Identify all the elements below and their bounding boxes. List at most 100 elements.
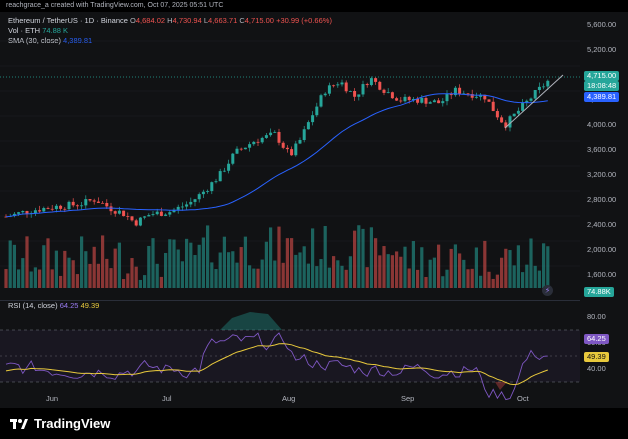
- volume-bar: [185, 238, 189, 288]
- chart-canvas[interactable]: [0, 12, 628, 408]
- candle-body: [453, 87, 457, 96]
- volume-bar: [67, 257, 71, 288]
- price-tick-label: 3,200.00: [587, 170, 617, 179]
- sma-value: 4,389.81: [63, 36, 93, 45]
- volume-tag-text: 74.88K: [587, 287, 611, 296]
- candle-body: [348, 90, 352, 92]
- volume-bar: [542, 243, 546, 288]
- rsi-overbought-fill: [220, 312, 282, 330]
- candle-body: [525, 100, 529, 103]
- candle-body: [117, 210, 121, 214]
- candle-body: [231, 153, 235, 164]
- volume-bar: [537, 270, 541, 288]
- volume-bar: [487, 271, 491, 288]
- volume-bar: [512, 265, 516, 288]
- volume-label: Vol · ETH: [8, 26, 41, 35]
- candle-body: [344, 82, 348, 92]
- candle-body: [206, 191, 210, 192]
- candle-body: [306, 122, 310, 130]
- volume-bar: [105, 258, 109, 288]
- volume-bar: [227, 252, 231, 288]
- footer-bar: TradingView: [0, 408, 628, 439]
- price-tick-label: 5,200.00: [587, 45, 617, 54]
- ohlc-row: Ethereum / TetherUS · 1D · Binance O4,68…: [8, 16, 332, 26]
- candle-body: [138, 217, 142, 226]
- volume-bar: [336, 260, 340, 288]
- volume-bar: [344, 269, 348, 288]
- volume-bar: [525, 264, 529, 288]
- candle-body: [96, 201, 100, 203]
- candle-body: [294, 143, 298, 156]
- last-price-text: 4,715.00: [587, 71, 617, 80]
- candle-body: [122, 210, 126, 217]
- volume-bar: [138, 279, 142, 288]
- price-tick-label: 2,400.00: [587, 220, 617, 229]
- candle-body: [319, 95, 323, 107]
- rsi-tag: 64.25: [584, 334, 609, 344]
- volume-bar: [239, 247, 243, 288]
- candle-body: [134, 220, 138, 226]
- candle-body: [88, 199, 92, 201]
- last-price-tag: 4,715.00: [584, 71, 620, 81]
- volume-bar: [8, 240, 12, 288]
- volume-bar: [395, 251, 399, 288]
- symbol-title[interactable]: Ethereum / TetherUS · 1D · Binance: [8, 16, 128, 25]
- volume-bar: [210, 262, 214, 288]
- price-tick-label: 4,000.00: [587, 120, 617, 129]
- candle-body: [168, 212, 172, 215]
- volume-bar: [504, 248, 508, 288]
- pane-separator: [0, 300, 580, 301]
- low-value: 4,663.71: [208, 16, 238, 25]
- volume-bar: [445, 269, 449, 288]
- volume-bar: [12, 244, 16, 288]
- rsi-tag-text: 64.25: [587, 334, 606, 343]
- price-tick-label: 1,600.00: [587, 270, 617, 279]
- volume-bar: [172, 239, 176, 288]
- candle-body: [75, 205, 79, 207]
- rsi-legend[interactable]: RSI (14, close) 64.25 49.39: [8, 301, 99, 310]
- volume-bar: [63, 250, 67, 288]
- volume-bar: [302, 246, 306, 288]
- candle-body: [474, 96, 478, 98]
- countdown-tag: 18:08:48: [584, 81, 620, 91]
- candle-body: [84, 199, 88, 206]
- sma-row[interactable]: SMA (30, close) 4,389.81: [8, 36, 332, 46]
- lightning-icon[interactable]: ⚡: [542, 285, 553, 296]
- candle-body: [252, 141, 256, 145]
- candle-body: [428, 102, 432, 104]
- chart-legend: Ethereum / TetherUS · 1D · Binance O4,68…: [8, 16, 332, 46]
- volume-bar: [285, 238, 289, 288]
- volume-bar: [117, 242, 121, 288]
- candle-body: [357, 94, 361, 97]
- volume-row[interactable]: Vol · ETH 74.88 K: [8, 26, 332, 36]
- candle-body: [46, 208, 50, 209]
- candle-body: [109, 206, 113, 212]
- candle-body: [101, 202, 105, 204]
- volume-bar: [483, 240, 487, 288]
- candle-body: [374, 78, 378, 82]
- volume-bar: [252, 268, 256, 288]
- candle-body: [407, 96, 411, 101]
- candle-body: [500, 117, 504, 123]
- volume-bar: [96, 263, 100, 288]
- candle-body: [323, 93, 327, 96]
- volume-bar: [248, 265, 252, 288]
- volume-bar: [306, 263, 310, 288]
- candle-body: [542, 86, 546, 88]
- volume-bar: [33, 267, 37, 288]
- rsi-tick-label: 80.00: [587, 312, 606, 321]
- volume-bar: [357, 225, 361, 288]
- volume-bar: [491, 278, 495, 288]
- candle-body: [462, 93, 466, 95]
- candle-body: [290, 149, 294, 156]
- candle-body: [197, 194, 201, 200]
- candle-body: [483, 94, 487, 100]
- low-label: L: [203, 16, 209, 25]
- candle-body: [235, 148, 239, 154]
- volume-bar: [50, 269, 54, 288]
- candle-body: [491, 101, 495, 112]
- candle-body: [239, 148, 243, 150]
- volume-bar: [420, 247, 424, 288]
- volume-bar: [298, 252, 302, 288]
- volume-bar: [25, 236, 29, 288]
